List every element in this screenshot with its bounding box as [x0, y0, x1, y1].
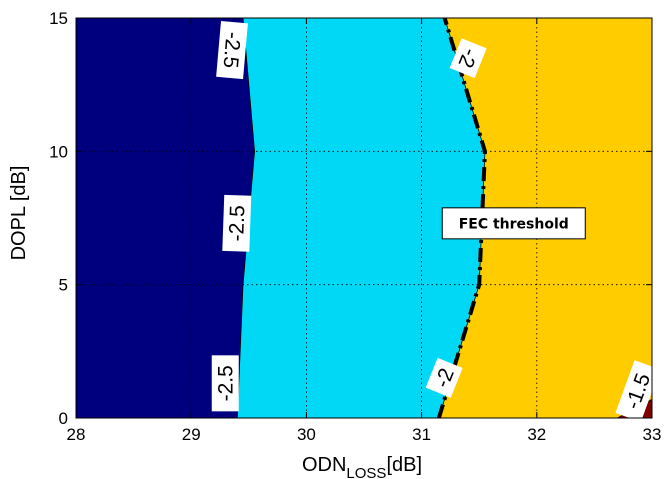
contour-label: -2.5 — [211, 355, 239, 412]
contour-regions — [76, 18, 652, 418]
plot-frame — [75, 17, 653, 419]
contour-labels: -2.5-2.5-2.5-2-2 -1.5 — [211, 20, 660, 423]
annotation-box — [441, 207, 586, 240]
contour-label: -2.5 — [216, 20, 248, 80]
x-axis-label-main: ODN — [302, 454, 346, 476]
contour-label-bg — [449, 38, 487, 79]
x-axis-label: ODNLOSS[dB] — [302, 454, 422, 479]
grid-lines — [76, 18, 652, 418]
y-tick-label: 10 — [49, 142, 68, 161]
contour-label-text: -2.5 — [218, 31, 244, 69]
contour-label-bg — [222, 194, 252, 252]
contour-label-bg — [425, 357, 463, 398]
contour-label: -2 — [449, 38, 487, 79]
y-tick-label: 0 — [59, 409, 68, 428]
x-tick-label: 33 — [643, 425, 662, 444]
annotation-text: FEC threshold — [459, 216, 569, 232]
region-level-below-2.5 — [76, 18, 255, 418]
x-axis-label-unit: [dB] — [386, 454, 422, 476]
x-tick-label: 28 — [67, 425, 86, 444]
contour-label-text: -2.5 — [225, 205, 249, 242]
contour-label-bg — [211, 355, 239, 412]
region-level-2.5-to-2 — [237, 18, 485, 418]
x-axis-ticks: 28 29 30 31 32 33 — [67, 18, 662, 444]
contour-label: -2.5 — [222, 194, 252, 252]
contour-label-text: -2.5 — [214, 365, 237, 401]
annotations: FEC threshold — [441, 207, 586, 240]
contour-label-bg — [216, 20, 248, 80]
x-tick-label: 32 — [527, 425, 546, 444]
x-tick-label: 31 — [412, 425, 431, 444]
y-tick-label: 15 — [49, 9, 68, 28]
x-axis-label-subscript: LOSS — [346, 465, 386, 479]
x-tick-label: 29 — [182, 425, 201, 444]
y-tick-label: 5 — [59, 276, 68, 295]
x-tick-label: 30 — [297, 425, 316, 444]
y-axis-label: DOPL [dB] — [8, 166, 30, 261]
contour-label: -2 — [425, 357, 463, 398]
contour-label-bg — [615, 360, 660, 423]
y-axis-ticks: 0 5 10 15 — [49, 9, 652, 428]
